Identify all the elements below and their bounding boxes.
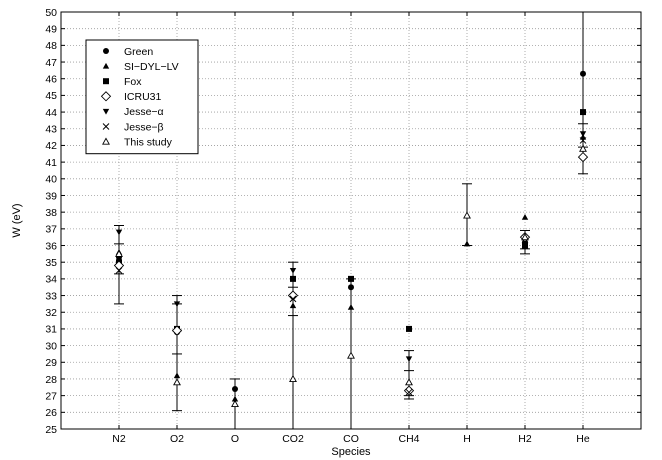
legend: Green SI−DYL−LV Fox ICRU31 Jesse−α Jesse−β Thi…: [85, 39, 199, 155]
data-point-triangle-up-open: [115, 249, 123, 257]
legend-marker-triangle-up: [102, 62, 110, 69]
x-axis-label: Species: [331, 446, 371, 458]
data-points: [113, 70, 589, 407]
data-point-cross: [521, 242, 529, 249]
data-point-triangle-down: [289, 267, 297, 274]
data-point-triangle-up: [173, 372, 181, 379]
data-point-triangle-up: [289, 302, 297, 309]
legend-label: This study: [124, 136, 173, 148]
y-tick-label: 30: [45, 340, 57, 352]
legend-marker-cross: [102, 123, 110, 130]
data-point-circle: [348, 284, 354, 291]
data-point-cross: [579, 137, 587, 144]
x-tick-label-o2: O2: [170, 433, 184, 445]
data-point-square: [580, 109, 586, 116]
y-tick-label: 31: [45, 324, 57, 336]
data-point-cross: [405, 388, 413, 396]
plot-frame: [60, 11, 642, 430]
data-point-circle: [232, 385, 238, 392]
y-tick-label: 40: [45, 174, 57, 186]
y-tick-label: 36: [45, 240, 57, 252]
y-tick-label: 32: [45, 307, 57, 319]
y-tick-label: 34: [45, 274, 57, 286]
data-point-triangle-down: [579, 131, 587, 137]
x-tick-label-o: O: [231, 433, 239, 445]
data-point-triangle-up: [231, 395, 239, 402]
data-point-triangle-up-open: [289, 374, 297, 382]
data-point-diamond-open: [403, 385, 415, 396]
y-tick-label: 25: [45, 424, 57, 436]
data-point-triangle-up-open: [579, 144, 587, 152]
data-point-triangle-up-open: [463, 211, 471, 219]
data-point-diamond-open: [577, 151, 589, 163]
legend-label: ICRU31: [124, 91, 162, 103]
x-tick-label-ch4: CH4: [398, 433, 419, 445]
data-point-triangle-up-open: [405, 378, 413, 386]
legend-label: Jesse−α: [124, 106, 164, 118]
data-point-triangle-down: [173, 301, 181, 308]
y-tick-label: 26: [45, 407, 57, 419]
data-point-triangle-up-open: [173, 378, 181, 386]
y-tick-label: 41: [45, 157, 57, 169]
data-point-diamond-open: [287, 290, 299, 301]
y-axis-label: W (eV): [11, 203, 23, 237]
x-tick-label-h2: H2: [518, 433, 532, 445]
data-point-triangle-up-open: [347, 351, 355, 359]
cross-stroke: [579, 137, 587, 144]
legend-marker-triangle-down: [102, 108, 110, 115]
cross-stroke: [115, 267, 123, 274]
y-tick-label: 33: [45, 290, 57, 302]
data-point-triangle-up: [347, 304, 355, 310]
y-tick-label: 47: [45, 57, 57, 69]
x-tick-label-n2: N2: [112, 433, 126, 445]
legend-marker-triangle-up-open: [102, 137, 110, 145]
x-axis: N2 O2 O CO2 CO CH4 H H2 He: [112, 12, 590, 445]
data-point-cross: [289, 295, 297, 303]
data-point-triangle-down: [405, 356, 413, 363]
y-tick-label: 43: [45, 124, 57, 136]
cross-stroke: [102, 123, 110, 130]
data-point-triangle-up-open: [521, 233, 529, 241]
legend-marker-diamond-open: [100, 91, 112, 102]
data-point-square: [406, 325, 412, 332]
x-tick-label-he: He: [576, 433, 590, 445]
legend-label: SI−DYL−LV: [124, 61, 179, 73]
y-tick-label: 44: [45, 107, 57, 119]
data-point-square: [290, 275, 296, 282]
data-point-cross: [115, 267, 123, 274]
cross-stroke: [289, 295, 297, 303]
cross-stroke: [521, 242, 529, 249]
legend-label: Fox: [124, 76, 142, 88]
legend-marker-square: [103, 78, 109, 85]
x-tick-label-co2: CO2: [282, 433, 304, 445]
y-tick-label: 45: [45, 90, 57, 102]
y-tick-label: 27: [45, 390, 57, 402]
y-tick-label: 50: [45, 7, 57, 19]
data-point-diamond-open: [171, 325, 183, 336]
y-tick-label: 48: [45, 40, 57, 52]
x-tick-label-co: CO: [343, 433, 359, 445]
y-tick-label: 37: [45, 224, 57, 236]
data-point-triangle-up-open: [231, 399, 239, 407]
legend-marker-circle: [103, 48, 109, 54]
y-tick-label: 42: [45, 140, 57, 152]
y-tick-label: 29: [45, 357, 57, 369]
data-point-triangle-up: [521, 213, 529, 220]
cross-stroke: [405, 388, 413, 396]
data-point-triangle-up: [463, 240, 471, 247]
legend-label: Jesse−β: [124, 121, 164, 133]
y-tick-label: 35: [45, 257, 57, 269]
data-point-square: [348, 275, 354, 282]
x-tick-label-h: H: [463, 433, 471, 445]
y-tick-label: 39: [45, 190, 57, 202]
data-point-triangle-down: [115, 229, 123, 236]
legend-label: Green: [124, 46, 153, 58]
data-point-circle: [580, 70, 586, 77]
y-tick-label: 28: [45, 374, 57, 386]
y-tick-label: 49: [45, 23, 57, 35]
y-tick-label: 38: [45, 207, 57, 219]
y-tick-label: 46: [45, 74, 57, 86]
